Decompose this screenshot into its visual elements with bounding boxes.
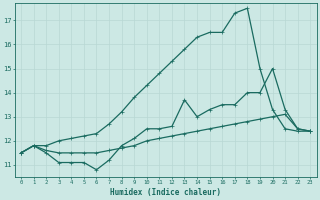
X-axis label: Humidex (Indice chaleur): Humidex (Indice chaleur) (110, 188, 221, 197)
